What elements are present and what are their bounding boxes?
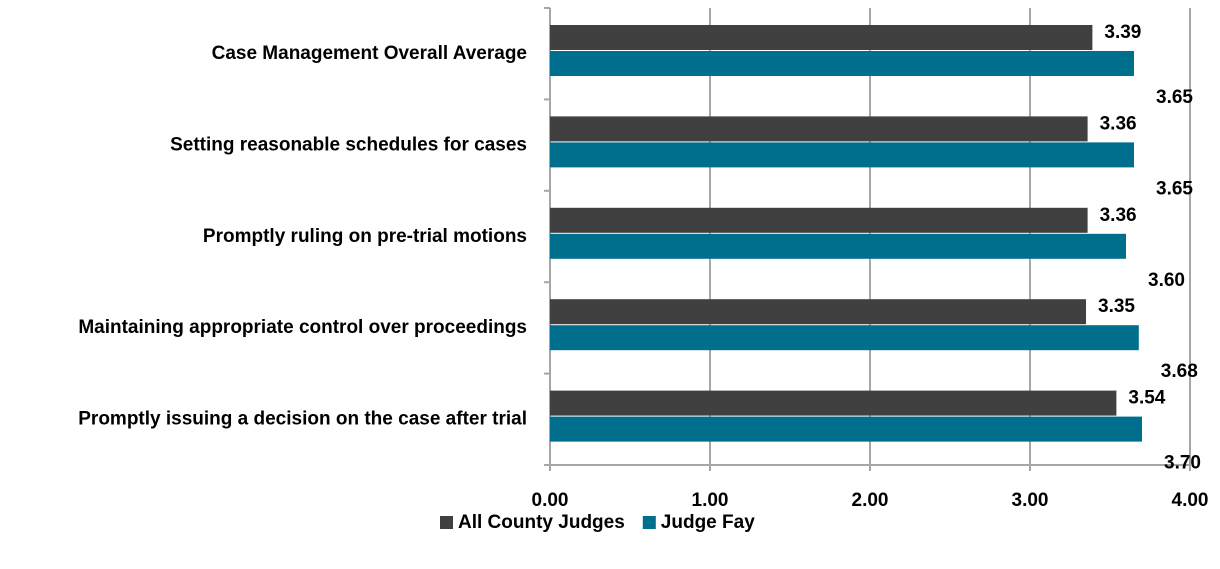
bar xyxy=(550,142,1134,168)
value-label: 3.39 xyxy=(1104,22,1141,43)
value-label: 3.36 xyxy=(1100,113,1137,134)
legend-label: Judge Fay xyxy=(661,512,755,533)
x-tick-label: 2.00 xyxy=(852,490,889,511)
value-label: 3.35 xyxy=(1098,296,1135,317)
value-label: 3.54 xyxy=(1128,388,1165,409)
y-tick-label: Maintaining appropriate control over pro… xyxy=(78,317,527,338)
y-tick-label: Setting reasonable schedules for cases xyxy=(170,134,527,155)
value-label: 3.36 xyxy=(1100,205,1137,226)
bar xyxy=(550,233,1126,259)
bar xyxy=(550,390,1117,416)
value-label: 3.65 xyxy=(1156,87,1193,108)
y-tick-label: Promptly issuing a decision on the case … xyxy=(78,409,527,430)
bar xyxy=(550,51,1134,76)
y-tick-label: Promptly ruling on pre-trial motions xyxy=(203,226,527,247)
x-tick-label: 1.00 xyxy=(692,490,729,511)
legend-swatch xyxy=(642,516,656,529)
value-label: 3.65 xyxy=(1156,178,1193,199)
bar xyxy=(550,416,1142,442)
value-label: 3.70 xyxy=(1164,453,1201,474)
value-label: 3.60 xyxy=(1148,270,1185,291)
value-label: 3.68 xyxy=(1161,361,1198,382)
x-tick-label: 4.00 xyxy=(1172,490,1209,511)
bar xyxy=(550,116,1088,142)
bar xyxy=(550,299,1086,325)
bar xyxy=(550,25,1093,50)
x-tick-label: 3.00 xyxy=(1012,490,1049,511)
legend-label: All County Judges xyxy=(458,512,625,533)
legend-swatch xyxy=(440,516,453,529)
y-tick-label: Case Management Overall Average xyxy=(212,43,527,64)
bar xyxy=(550,325,1139,351)
bar xyxy=(550,207,1088,233)
x-tick-label: 0.00 xyxy=(532,490,569,511)
